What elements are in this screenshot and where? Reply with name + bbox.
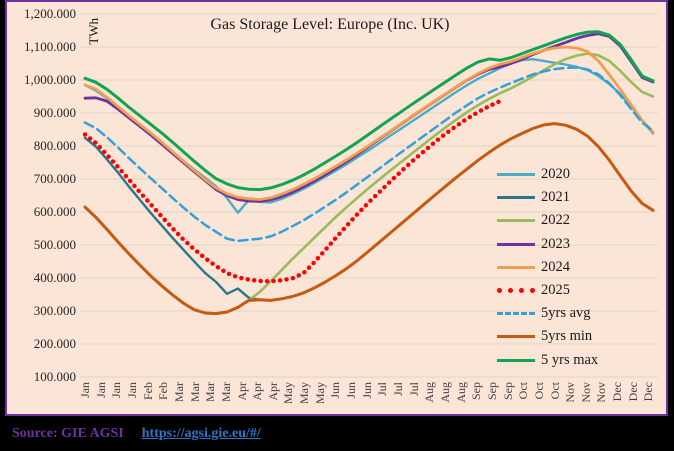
x-tick-label: Sep [469,382,484,400]
x-tick-label: Jan [124,382,139,398]
x-tick-label: Nov [594,382,609,403]
x-tick-label: May [297,382,312,404]
legend-line-sample [497,358,535,362]
legend-label: 5 yrs max [541,351,599,368]
legend-line-sample [497,219,535,223]
legend-item-2021: 2021 [497,186,598,209]
x-tick-label: Apr [234,382,249,401]
y-tick-label: 400.000 [33,270,76,285]
y-tick-label: 900.000 [33,105,76,120]
legend-line-sample [497,265,535,269]
x-tick-label: Aug [453,382,468,403]
legend-label: 5yrs avg [541,305,591,322]
x-tick-label: Jan [78,382,92,398]
x-tick-label: Oct [531,382,546,400]
source-bar: Source: GIE AGSI https://agsi.gie.eu/#/ [0,416,674,451]
x-tick-label: Dec [625,382,640,402]
legend-label: 2023 [541,235,570,252]
x-tick-label: Jun [328,382,343,399]
x-tick-label: Aug [437,382,452,403]
legend-item-2022: 2022 [497,209,598,232]
x-tick-label: Sep [484,382,499,400]
x-tick-label: Jul [391,382,405,397]
y-tick-label: 1,100.000 [24,39,76,54]
legend-item-5-yrs-max: 5 yrs max [497,349,598,372]
x-tick-label: Jun [359,382,374,399]
legend-label: 2025 [541,282,570,299]
source-label: Source: GIE AGSI [12,426,124,441]
legend-item-2023: 2023 [497,233,598,256]
legend-label: 2022 [541,212,570,229]
legend-item-2020: 2020 [497,163,598,186]
x-tick-label: Jan [109,382,124,398]
x-tick-label: Dec [610,382,625,402]
x-tick-label: May [312,382,327,404]
x-tick-label: Nov [563,382,578,403]
legend-item-2025: 2025 [497,279,598,302]
x-tick-label: Jul [375,382,390,397]
y-tick-label: 1,200.000 [24,6,76,21]
source-link[interactable]: https://agsi.gie.eu/#/ [141,426,261,441]
legend-line-sample [497,312,535,316]
x-tick-label: Jan [93,382,108,398]
x-tick-label: Aug [422,382,437,403]
x-tick-label: Feb [156,382,171,400]
y-tick-label: 700.000 [33,171,76,186]
x-tick-label: Jul [406,382,421,397]
x-tick-label: Oct [516,382,531,400]
y-tick-label: 100.000 [33,369,76,384]
x-tick-label: Mar [203,382,218,402]
x-tick-label: Sep [500,382,515,400]
y-tick-label: 800.000 [33,138,76,153]
x-tick-label: Apr [250,382,265,401]
legend-item-5yrs-avg: 5yrs avg [497,302,598,325]
legend-label: 2021 [541,189,570,206]
x-tick-label: Jun [344,382,359,399]
x-tick-label: May [281,382,296,404]
x-tick-label: Oct [547,382,562,400]
x-tick-label: Feb [140,382,155,400]
legend-label: 5yrs min [541,328,593,345]
legend-line-sample [497,242,535,246]
chart-legend: 2020 2021 2022 2023 2024 2025 5yrs avg 5yrs min… [497,163,598,372]
legend-label: 2020 [541,166,570,183]
legend-item-5yrs-min: 5yrs min [497,325,598,348]
legend-line-sample [497,196,535,200]
legend-line-sample [497,173,535,177]
legend-label: 2024 [541,258,570,275]
y-tick-label: 200.000 [33,336,76,351]
x-tick-label: Nov [578,382,593,403]
chart-title: Gas Storage Level: Europe (Inc. UK) [210,16,450,33]
x-tick-label: Mar [218,382,233,402]
legend-line-sample [497,288,535,294]
x-tick-label: Mar [171,382,186,402]
legend-item-2024: 2024 [497,256,598,279]
x-tick-label: Apr [265,382,280,401]
y-axis-unit-label: TWh [86,18,101,45]
x-tick-label: Mar [187,382,202,402]
legend-line-sample [497,335,535,339]
y-tick-label: 500.000 [33,237,76,252]
x-tick-label: Dec [641,382,656,402]
y-tick-label: 300.000 [33,303,76,318]
y-tick-label: 600.000 [33,204,76,219]
y-tick-label: 1,000.000 [24,72,76,87]
